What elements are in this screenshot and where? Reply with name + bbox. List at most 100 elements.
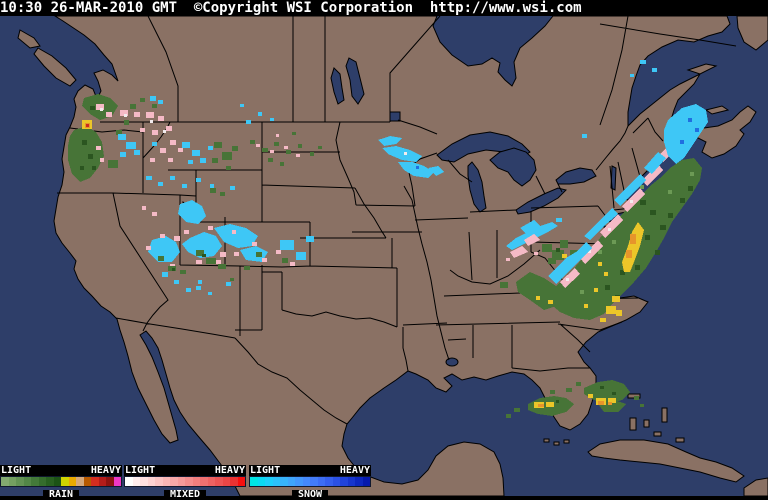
mixed-echo [170, 140, 176, 145]
snow-echo [428, 166, 444, 176]
rain-echo [570, 250, 578, 256]
mixed-echo [296, 154, 300, 157]
rain-shield [548, 158, 702, 320]
rain-core [600, 386, 604, 389]
snow-band [548, 242, 592, 284]
rain-echo [560, 240, 568, 248]
rain-core [80, 166, 84, 170]
snow-echo [162, 272, 168, 277]
inland-waters [182, 57, 621, 367]
rain-echo [298, 144, 302, 148]
rain-echo [500, 282, 508, 288]
mixed-echo [270, 150, 274, 153]
rain-echo [514, 408, 520, 412]
heavy-rain-cell [548, 300, 553, 304]
radar-ohio-valley [506, 218, 578, 264]
mixed-echo [276, 250, 281, 254]
bahama-island [653, 431, 662, 437]
rain-core [556, 400, 559, 403]
rain-light-echo [580, 290, 584, 294]
snow-echo [382, 146, 422, 162]
snow-echo [226, 282, 231, 286]
rain-echo [566, 388, 572, 392]
snow-light-echo [404, 152, 407, 155]
snow-echo [152, 142, 157, 146]
radar-northeast-storm [500, 60, 708, 322]
bahama-island [661, 407, 668, 423]
bahama-island [629, 417, 637, 431]
rain-echo [292, 132, 296, 135]
snow-echo [208, 292, 212, 295]
rain-echo [222, 152, 232, 160]
snow-echo [208, 146, 213, 150]
snow-echo [118, 134, 126, 140]
rain-core [202, 254, 206, 257]
snow-echo [306, 236, 314, 242]
rain-echo [218, 264, 226, 269]
heavy-rain-cell [608, 398, 616, 403]
snow-band [584, 208, 618, 240]
radar-great-basin-rockies [142, 176, 314, 295]
mixed-echo [220, 252, 226, 257]
heavy-rain-cell [604, 272, 608, 276]
nova-scotia [691, 105, 757, 159]
heavy-rain-cell [616, 310, 622, 316]
snow-echo [126, 142, 136, 149]
mixed-echo [510, 246, 528, 258]
rain-echo [552, 250, 564, 260]
snow-echo [182, 184, 187, 188]
rain-core [655, 250, 660, 255]
snow-echo [210, 184, 214, 188]
heavy-rain-cell [588, 394, 593, 398]
rain-echo [282, 258, 288, 263]
mixed-echo [256, 144, 260, 147]
snow-echo [230, 186, 235, 190]
rain-core [82, 140, 87, 145]
rain-core [668, 213, 673, 218]
weather-map-svg [0, 16, 768, 496]
snow-echo [630, 74, 634, 77]
snow-core [688, 118, 692, 122]
snow-echo [556, 218, 562, 222]
mixed-band [622, 188, 645, 212]
snow-echo [280, 240, 294, 250]
snow-band [644, 152, 666, 174]
rain-core [605, 285, 610, 290]
snow-echo [200, 158, 206, 163]
mixed-echo [174, 236, 180, 241]
heavy-rain-cell [594, 288, 598, 292]
radar-pacific-northwest [68, 94, 238, 196]
heavy-rain-cell [536, 296, 540, 300]
map-canvas [0, 16, 768, 496]
heavy-rain-cell [598, 262, 602, 266]
rain-core [688, 186, 693, 191]
snow-echo [174, 280, 179, 284]
rain-echo [634, 396, 639, 400]
snow-echo [240, 104, 244, 107]
mixed-echo [158, 116, 164, 121]
rain-echo [108, 160, 118, 168]
rain-echo [226, 166, 231, 170]
heavy-rain-cell [562, 254, 567, 258]
lake-erie [515, 187, 567, 215]
lake-ontario [555, 167, 597, 185]
rain-echo [262, 148, 268, 152]
rain-core [680, 198, 685, 203]
rain-echo [274, 142, 279, 146]
rain-core [90, 106, 95, 110]
snow-echo [178, 200, 206, 224]
rain-echo [516, 272, 566, 310]
heavy-rain-core [86, 124, 89, 127]
mixed-echo [150, 158, 155, 162]
rain-echo [506, 414, 511, 418]
snow-echo [240, 246, 268, 262]
snow-echo [170, 176, 175, 180]
mixed-band [580, 240, 603, 264]
radar-northern-plains [240, 104, 322, 166]
snow-echo [246, 120, 251, 124]
rain-echo [232, 146, 238, 151]
snow-echo [198, 280, 202, 284]
rain-core [635, 265, 640, 270]
rain-echo [220, 192, 225, 196]
